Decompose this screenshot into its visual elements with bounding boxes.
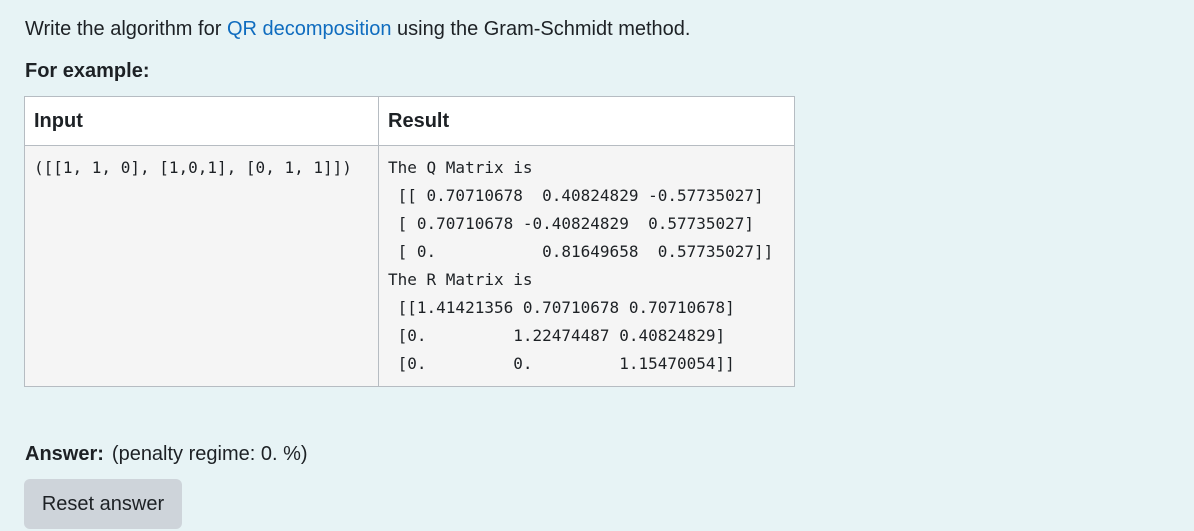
answer-label: Answer:	[25, 443, 104, 465]
question-suffix: using the Gram-Schmidt method.	[391, 18, 691, 40]
example-result-cell: The Q Matrix is [[ 0.70710678 0.40824829…	[378, 145, 795, 387]
penalty-regime: (penalty regime: 0. %)	[111, 443, 308, 465]
examples-table: Input Result ([[1, 1, 0], [1,0,1], [0, 1…	[24, 96, 795, 387]
examples-heading: For example:	[25, 60, 150, 82]
example-input-cell: ([[1, 1, 0], [1,0,1], [0, 1, 1]])	[24, 145, 379, 387]
table-row: ([[1, 1, 0], [1,0,1], [0, 1, 1]]) The Q …	[24, 145, 795, 387]
qr-decomposition-link[interactable]: QR decomposition	[226, 18, 392, 40]
question-text: Write the algorithm for QR decomposition…	[25, 16, 690, 42]
answer-line: Answer: (penalty regime: 0. %)	[25, 441, 308, 467]
examples-header-row: Input Result	[24, 96, 795, 146]
reset-answer-button[interactable]: Reset answer	[24, 479, 182, 529]
question-prefix: Write the algorithm for	[25, 18, 227, 40]
column-header-result: Result	[378, 96, 795, 146]
column-header-input: Input	[24, 96, 379, 146]
